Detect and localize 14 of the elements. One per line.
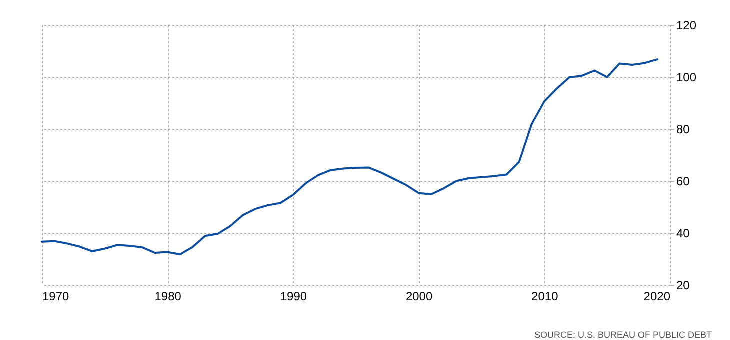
y-tick-label: 40 bbox=[676, 226, 690, 240]
x-tick-label: 2000 bbox=[406, 290, 433, 304]
x-tick-label: 1980 bbox=[154, 290, 182, 304]
x-tick-label: 1970 bbox=[42, 290, 70, 304]
x-tick-label: 2010 bbox=[532, 290, 559, 304]
x-tick-label: 1990 bbox=[280, 290, 308, 304]
source-note: SOURCE: U.S. BUREAU OF PUBLIC DEBT bbox=[534, 330, 712, 340]
line-series bbox=[41, 58, 658, 256]
y-tick-label: 60 bbox=[676, 174, 690, 188]
y-tick-label: 20 bbox=[676, 278, 690, 292]
y-tick-label: 100 bbox=[676, 70, 697, 84]
x-tick-label: 2020 bbox=[644, 290, 671, 304]
y-tick-label: 80 bbox=[676, 122, 690, 136]
y-tick-label: 120 bbox=[676, 18, 697, 32]
